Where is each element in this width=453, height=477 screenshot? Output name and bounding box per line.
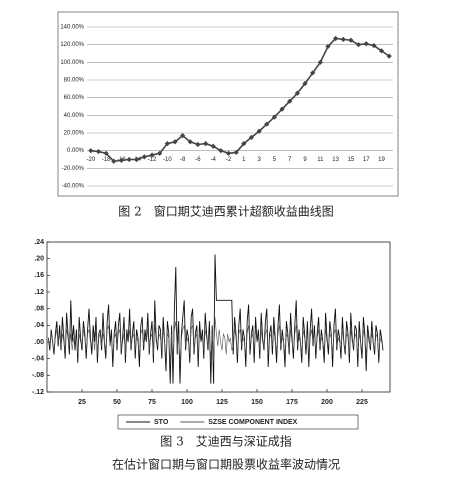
figure-caption: 图 3 艾迪西与深证成指 — [160, 434, 291, 449]
y-tick-label: .20 — [34, 256, 44, 263]
y-tick-label: .12 — [34, 289, 44, 296]
data-line — [47, 254, 384, 384]
data-point — [241, 141, 247, 147]
data-point — [355, 42, 362, 48]
data-point — [103, 150, 109, 156]
data-point — [264, 121, 270, 127]
x-tick-label: -2 — [226, 157, 232, 163]
y-tick-label: 40.00% — [64, 113, 85, 119]
data-point — [172, 139, 178, 145]
data-point — [302, 80, 308, 87]
data-point — [333, 35, 339, 42]
y-tick-label: 80.00% — [64, 78, 85, 84]
legend-box — [117, 414, 359, 430]
y-tick-label: .16 — [34, 272, 44, 279]
data-point — [363, 41, 369, 47]
y-tick-label: 0.00% — [67, 148, 85, 154]
data-point — [310, 70, 316, 76]
x-tick-label: -8 — [180, 157, 186, 163]
x-tick-label: 11 — [317, 157, 324, 163]
y-tick-label: 140.00% — [60, 25, 84, 31]
x-tick-label: 1 — [242, 157, 246, 163]
data-point — [111, 158, 117, 164]
data-point — [287, 98, 293, 104]
data-point — [202, 141, 209, 147]
y-tick-label: .04 — [34, 322, 44, 329]
legend-label: STO — [154, 419, 169, 426]
data-point — [271, 114, 278, 120]
data-point — [126, 156, 132, 163]
x-tick-label: 15 — [348, 157, 355, 163]
x-tick-label: 125 — [216, 399, 228, 406]
data-point — [210, 143, 216, 149]
data-line — [48, 316, 384, 363]
figure-caption: 在估计窗口期与窗口期股票收益率波动情况 — [112, 457, 340, 472]
data-point — [141, 154, 147, 160]
y-tick-label: 20.00% — [64, 131, 85, 137]
x-tick-label: 7 — [288, 157, 292, 163]
data-point — [294, 90, 300, 96]
x-tick-label: 19 — [378, 157, 385, 163]
x-tick-label: 75 — [148, 399, 156, 406]
plot-frame — [46, 241, 391, 393]
x-tick-label: -6 — [195, 157, 201, 163]
y-tick-label: -40.00% — [62, 184, 85, 190]
data-point — [88, 148, 94, 154]
x-tick-label: -12 — [148, 157, 157, 163]
y-tick-label: 100.00% — [60, 60, 84, 66]
x-tick-label: 50 — [113, 399, 121, 406]
data-point — [95, 148, 102, 155]
data-point — [325, 43, 331, 50]
data-point — [187, 139, 193, 145]
data-point — [378, 48, 385, 54]
data-point — [256, 128, 262, 134]
x-tick-label: -18 — [102, 157, 111, 163]
y-tick-label: .08 — [34, 306, 44, 313]
chart-frame — [57, 11, 399, 197]
data-point — [340, 36, 346, 42]
data-point — [149, 152, 155, 158]
x-tick-label: -20 — [86, 157, 95, 163]
legend-label: SZSE COMPONENT INDEX — [208, 419, 297, 426]
x-tick-label: 17 — [363, 157, 370, 163]
data-point — [180, 133, 186, 139]
y-tick-label: -.08 — [32, 372, 44, 379]
data-point — [317, 59, 323, 65]
y-tick-label: .24 — [34, 239, 44, 246]
y-tick-label: -.04 — [32, 356, 44, 363]
y-tick-label: 60.00% — [64, 95, 85, 101]
data-point — [164, 141, 170, 147]
data-point — [348, 37, 354, 43]
data-point — [233, 149, 239, 156]
data-line — [90, 37, 390, 163]
x-tick-label: 25 — [78, 399, 86, 406]
data-point — [195, 141, 201, 148]
data-point — [218, 148, 224, 154]
x-tick-label: 175 — [286, 399, 298, 406]
y-tick-label: .00 — [34, 339, 44, 346]
data-point — [279, 106, 285, 112]
data-point — [118, 157, 125, 163]
data-point — [157, 150, 163, 156]
data-point — [386, 53, 392, 59]
figure-caption: 图 2 窗口期艾迪西累计超额收益曲线图 — [118, 204, 333, 219]
y-tick-label: 120.00% — [60, 42, 84, 48]
data-point — [371, 42, 377, 49]
x-tick-label: 100 — [181, 399, 193, 406]
x-tick-label: 9 — [303, 157, 307, 163]
data-point — [225, 150, 232, 156]
x-tick-label: -10 — [163, 157, 172, 163]
x-tick-label: 13 — [332, 157, 339, 163]
data-point — [134, 156, 140, 163]
x-tick-label: 225 — [356, 399, 368, 406]
x-tick-label: 200 — [321, 399, 333, 406]
data-point — [248, 134, 255, 141]
y-tick-label: -20.00% — [62, 166, 85, 172]
x-tick-label: -4 — [211, 157, 217, 163]
y-tick-label: -.12 — [32, 389, 44, 396]
x-tick-label: 150 — [251, 399, 263, 406]
x-tick-label: 3 — [257, 157, 261, 163]
x-tick-label: 5 — [273, 157, 277, 163]
